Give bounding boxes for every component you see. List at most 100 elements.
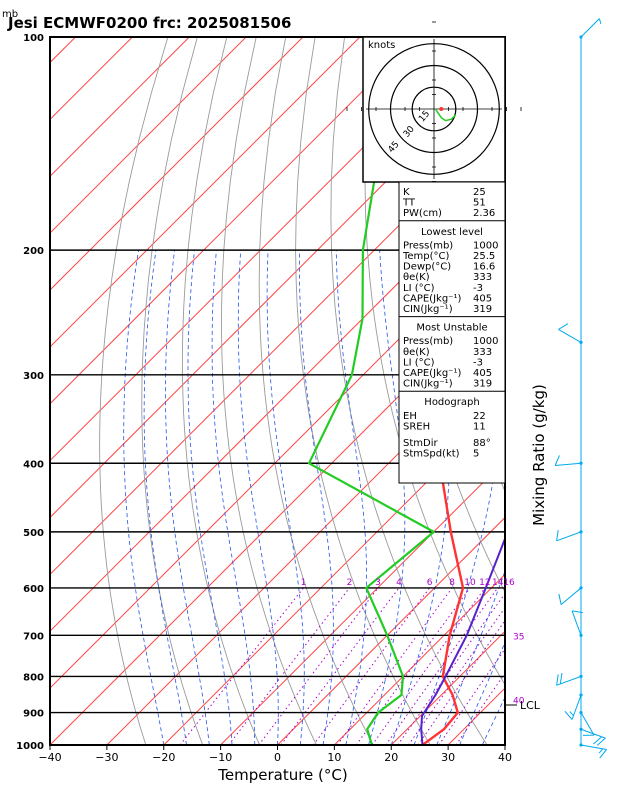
moist-adiabat-line	[164, 250, 210, 745]
mixing-ratio-tick-label: 1	[301, 578, 307, 588]
wind-barb-flag	[572, 610, 584, 614]
pressure-tick-label: 500	[23, 528, 44, 539]
index-label: SREH	[403, 421, 430, 432]
isotherm-line	[50, 37, 361, 348]
index-value: 1000	[473, 336, 498, 347]
pressure-tick-label: 600	[23, 584, 44, 595]
indices-heading: Lowest level	[421, 227, 483, 238]
index-label: LI (°C)	[403, 357, 435, 368]
index-label: LI (°C)	[403, 283, 435, 294]
wind-barb-flag	[558, 593, 562, 605]
index-label: θe(K)	[403, 347, 430, 358]
wind-barb-staff	[558, 328, 582, 343]
index-label: Press(mb)	[403, 336, 453, 347]
index-value: -3	[473, 357, 483, 368]
moist-adiabat-line	[335, 250, 368, 745]
index-label: CAPE(Jkg⁻¹)	[403, 293, 461, 304]
wind-barb-flag	[593, 736, 603, 745]
isotherm-line	[50, 37, 474, 462]
index-value: 405	[473, 293, 492, 304]
hodograph-trace	[434, 108, 457, 122]
moist-adiabat-line	[298, 250, 334, 745]
pressure-tick-label: 200	[23, 246, 44, 257]
mixing-ratio-line	[179, 587, 304, 745]
mixing-ratio-tick-label: 14	[492, 578, 504, 588]
dry-adiabat-line	[364, 37, 505, 686]
indices-frame	[398, 181, 506, 484]
wind-barb-staff	[571, 610, 582, 636]
hodograph-storm-motion	[439, 107, 444, 111]
index-value: 405	[473, 368, 492, 379]
index-value: 2.36	[473, 208, 495, 219]
dewpoint-profile-line	[307, 37, 435, 745]
wind-barb-staff	[560, 587, 582, 605]
mixing-ratio-tick-label: 10	[464, 578, 476, 588]
wind-barb-staff	[580, 712, 595, 736]
temperature-tick-label: 10	[327, 751, 341, 764]
wind-barb-flag	[556, 529, 559, 541]
wind-barb-staff	[556, 531, 582, 542]
mixing-ratio-tick-label: 3	[375, 578, 381, 588]
dry-adiabat-line	[330, 37, 488, 745]
wind-barb-flag	[556, 674, 559, 686]
unit-mb-label: mb	[2, 9, 18, 20]
index-label: θe(K)	[403, 272, 430, 283]
index-value: 25	[473, 187, 486, 198]
mixing-ratio-line	[407, 606, 505, 745]
temperature-tick-label: −40	[38, 751, 61, 764]
wind-barb-staff	[571, 694, 582, 720]
wind-barb-flag	[569, 711, 574, 717]
index-label: TT	[402, 198, 416, 209]
index-label: CIN(Jkg⁻¹)	[403, 304, 453, 315]
wind-barb-flag	[559, 672, 563, 684]
moist-adiabat-line	[237, 250, 279, 745]
index-value: 51	[473, 198, 486, 209]
chart-title: Jesi ECMWF0200 frc: 2025081506	[7, 14, 291, 32]
mixing-ratio-tick-label: 8	[449, 578, 455, 588]
pressure-tick-label: 400	[23, 459, 44, 470]
moist-adiabat-line	[211, 250, 256, 745]
index-value: 25.5	[473, 251, 495, 262]
isotherm-line	[220, 459, 505, 745]
dry-adiabat-line	[551, 37, 618, 745]
wind-barb-flag	[598, 748, 604, 754]
mixing-ratio-tick-label: 6	[427, 578, 433, 588]
mixing-ratio-tick-label: 4	[396, 578, 402, 588]
wind-barb-flag	[564, 710, 573, 720]
index-label: Press(mb)	[403, 240, 453, 251]
isotherm-line	[50, 37, 133, 121]
temperature-tick-label: 20	[384, 751, 398, 764]
index-value: 88°	[473, 438, 491, 449]
wind-barb-staff	[556, 675, 582, 686]
index-label: Temp(°C)	[402, 251, 450, 262]
index-value: 22	[473, 411, 486, 422]
indices-heading: Hodograph	[424, 397, 479, 408]
index-value: 319	[473, 379, 492, 390]
temperature-tick-label: −10	[209, 751, 232, 764]
index-label: Dewp(°C)	[403, 262, 451, 273]
moist-adiabat-line	[143, 250, 187, 745]
pressure-tick-label: 300	[23, 371, 44, 382]
mixing-ratio-tick-label: 16	[503, 578, 515, 588]
index-value: 16.6	[473, 262, 495, 273]
temperature-tick-label: 0	[274, 751, 281, 764]
dry-adiabat-line	[221, 37, 317, 745]
moist-adiabat-line	[187, 250, 233, 745]
isotherm-line	[50, 37, 190, 177]
mixing-ratio-line	[385, 587, 499, 745]
index-value: 1000	[473, 240, 498, 251]
x-axis-label: Temperature (°C)	[217, 766, 347, 784]
indices-heading: Most Unstable	[416, 323, 487, 334]
pressure-tick-label: 100	[23, 33, 44, 44]
isotherm-line	[50, 37, 418, 405]
isotherm-line	[50, 37, 304, 291]
index-label: EH	[403, 411, 417, 422]
temperature-tick-label: −20	[152, 751, 175, 764]
isotherm-line	[50, 175, 505, 632]
theta-e-edge-label: 40	[513, 696, 525, 706]
wind-barb-flag	[554, 455, 560, 466]
mixing-ratio-tick-label: 12	[479, 578, 490, 588]
temperature-tick-label: 30	[441, 751, 455, 764]
